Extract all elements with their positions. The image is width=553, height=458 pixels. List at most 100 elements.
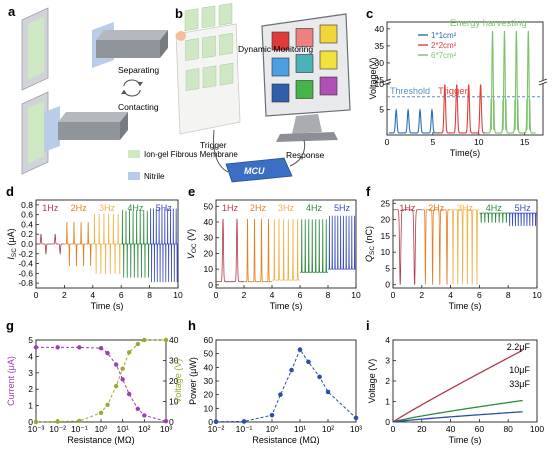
x-tick-label: 60 — [475, 424, 485, 434]
y-tick-label: 10 — [381, 247, 391, 257]
current-point — [105, 350, 110, 356]
y-tick-label: 25 — [375, 75, 385, 85]
y-tick-label: 40 — [204, 217, 214, 227]
panel-h: h 10⁻² 10⁻¹ 10⁰ 10¹ 10² 10³ 0 10 20 30 40 50 60 Resis… — [188, 318, 362, 445]
x-tick-label: 10⁰ — [95, 424, 108, 434]
panel-d: d 0 2 4 6 8 10 -0.8-0.6-0.4-0.20.00.20.40.60.8… — [6, 184, 183, 311]
panel-a: a Separating Contacting Ion-gel Fibrous … — [8, 4, 238, 181]
monitor-stand — [292, 114, 322, 134]
x-tick-label: 100 — [530, 424, 544, 434]
series-line-f — [508, 212, 537, 227]
y-right-tick-label: 30 — [169, 356, 179, 366]
contacting-label: Contacting — [118, 102, 159, 112]
y-tick-label: 0.0 — [21, 239, 33, 249]
mcu-board — [225, 157, 293, 183]
chart-h: 10⁻² 10⁻¹ 10⁰ 10¹ 10² 10³ 0 10 20 30 40 50 60 Resista… — [188, 335, 362, 445]
series-label-e: 2Hz — [250, 203, 267, 213]
y-axis-label: ISC (μA) — [6, 228, 18, 259]
screen-cell — [271, 57, 290, 77]
power-point — [289, 367, 294, 373]
finger-touch-icon — [176, 31, 186, 41]
voltage-point — [126, 350, 132, 355]
voltage-point — [33, 419, 39, 425]
series-line-e — [300, 219, 328, 273]
y-tick-label: 1 — [385, 397, 390, 407]
monitor-screen-cells — [271, 24, 338, 103]
series-label-i: 10μF — [509, 365, 530, 375]
series-line-d — [36, 233, 65, 255]
screen-cell — [295, 28, 314, 47]
x-tick-label: 10³ — [160, 424, 172, 434]
panel-b: b Dynamic Monitoring Trigger Response MC… — [175, 2, 351, 183]
power-line — [215, 348, 357, 423]
screen-cell — [271, 31, 290, 51]
screen-cell — [295, 54, 314, 73]
series-line-f — [393, 209, 422, 285]
y-axis-label: VOC (V) — [186, 229, 198, 259]
current-point — [142, 413, 147, 418]
legend-ion-gel-label: Ion-gel Fibrous Membrane — [144, 150, 238, 159]
x-tick-label: 10⁻² — [49, 424, 66, 434]
y-tick-label: 20 — [204, 248, 214, 258]
current-point — [163, 418, 169, 424]
series-label-d: 1Hz — [42, 203, 59, 213]
y-tick-label: 2 — [28, 384, 33, 394]
y-tick-label: 35 — [375, 41, 385, 51]
power-point — [213, 419, 219, 425]
y-tick-label: 10 — [204, 264, 214, 274]
y-tick-label: 25 — [381, 198, 391, 208]
chart-f: 0 2 4 6 8 10 0 5 10 15 20 25 1Hz 2Hz 3Hz 4Hz 5Hz Time (s)… — [364, 198, 542, 311]
panel-g: g 10⁻³ 10⁻² 10⁻¹ 10⁰ 10¹ 10² 10³01234501020304… — [6, 318, 183, 445]
x-tick-label: 10 — [474, 137, 484, 147]
x-tick-label: 2 — [62, 290, 67, 300]
x-tick-label: 10 — [532, 290, 542, 300]
series-line-d — [64, 222, 93, 267]
pad-cell — [185, 38, 199, 61]
chart-i: 0 20 40 60 80 100 0 1 2 3 4 2.2μF 10μF 33μF Time (s) Vo… — [367, 335, 544, 445]
separating-label: Separating — [118, 65, 159, 75]
charge-curve — [392, 399, 523, 423]
series-label-f: 3Hz — [457, 203, 474, 213]
series-label-e: 1Hz — [222, 203, 239, 213]
threshold-label: Threshold — [390, 86, 430, 96]
pad-cell — [219, 62, 234, 86]
chart-g: 10⁻³ 10⁻² 10⁻¹ 10⁰ 10¹ 10² 10³012345010203040R… — [6, 335, 183, 445]
x-tick-label: 10⁰ — [266, 424, 279, 434]
y-tick-label: 0 — [28, 417, 33, 427]
power-point — [297, 347, 303, 352]
panel-letter-b: b — [175, 6, 183, 21]
series-line-c — [388, 108, 440, 134]
y-tick-label: 3 — [385, 356, 390, 366]
response-label: Response — [286, 150, 325, 160]
screen-cell — [319, 24, 338, 44]
x-tick-label: 6 — [119, 290, 124, 300]
current-point — [55, 345, 60, 350]
energy-harvesting-label: Energy harvesting — [450, 18, 527, 29]
y-tick-label: 0.8 — [21, 200, 33, 210]
series-label-i: 2.2μF — [507, 342, 531, 352]
x-axis-label: Time (s) — [91, 301, 124, 311]
panel-letter-a: a — [8, 4, 16, 19]
x-tick-label: 80 — [503, 424, 513, 434]
charge-curve — [392, 411, 523, 423]
y-tick-label: 30 — [204, 233, 214, 243]
x-tick-label: 15 — [520, 137, 530, 147]
y-right-tick-label: 20 — [169, 376, 179, 386]
current-point — [126, 391, 132, 397]
y-tick-label: 5 — [385, 263, 390, 273]
x-tick-label: 0 — [391, 424, 396, 434]
screen-cell — [319, 50, 338, 70]
y-right-tick-label: 10 — [169, 397, 179, 407]
panel-c: c 0 5 10 1551025303540Threshold1*1cm²2*2cm²… — [366, 6, 548, 158]
y-tick-label: 30 — [204, 376, 214, 386]
voltage-point — [120, 366, 125, 371]
x-tick-label: 20 — [417, 424, 427, 434]
y-tick-label: 0 — [208, 280, 213, 290]
series-line-d — [92, 213, 122, 275]
series-label-f: 4Hz — [486, 203, 503, 213]
x-tick-label: 10¹ — [294, 424, 306, 434]
x-tick-label: 10⁻¹ — [71, 424, 88, 434]
series-label-f: 5Hz — [515, 203, 532, 213]
x-tick-label: 0 — [385, 137, 390, 147]
